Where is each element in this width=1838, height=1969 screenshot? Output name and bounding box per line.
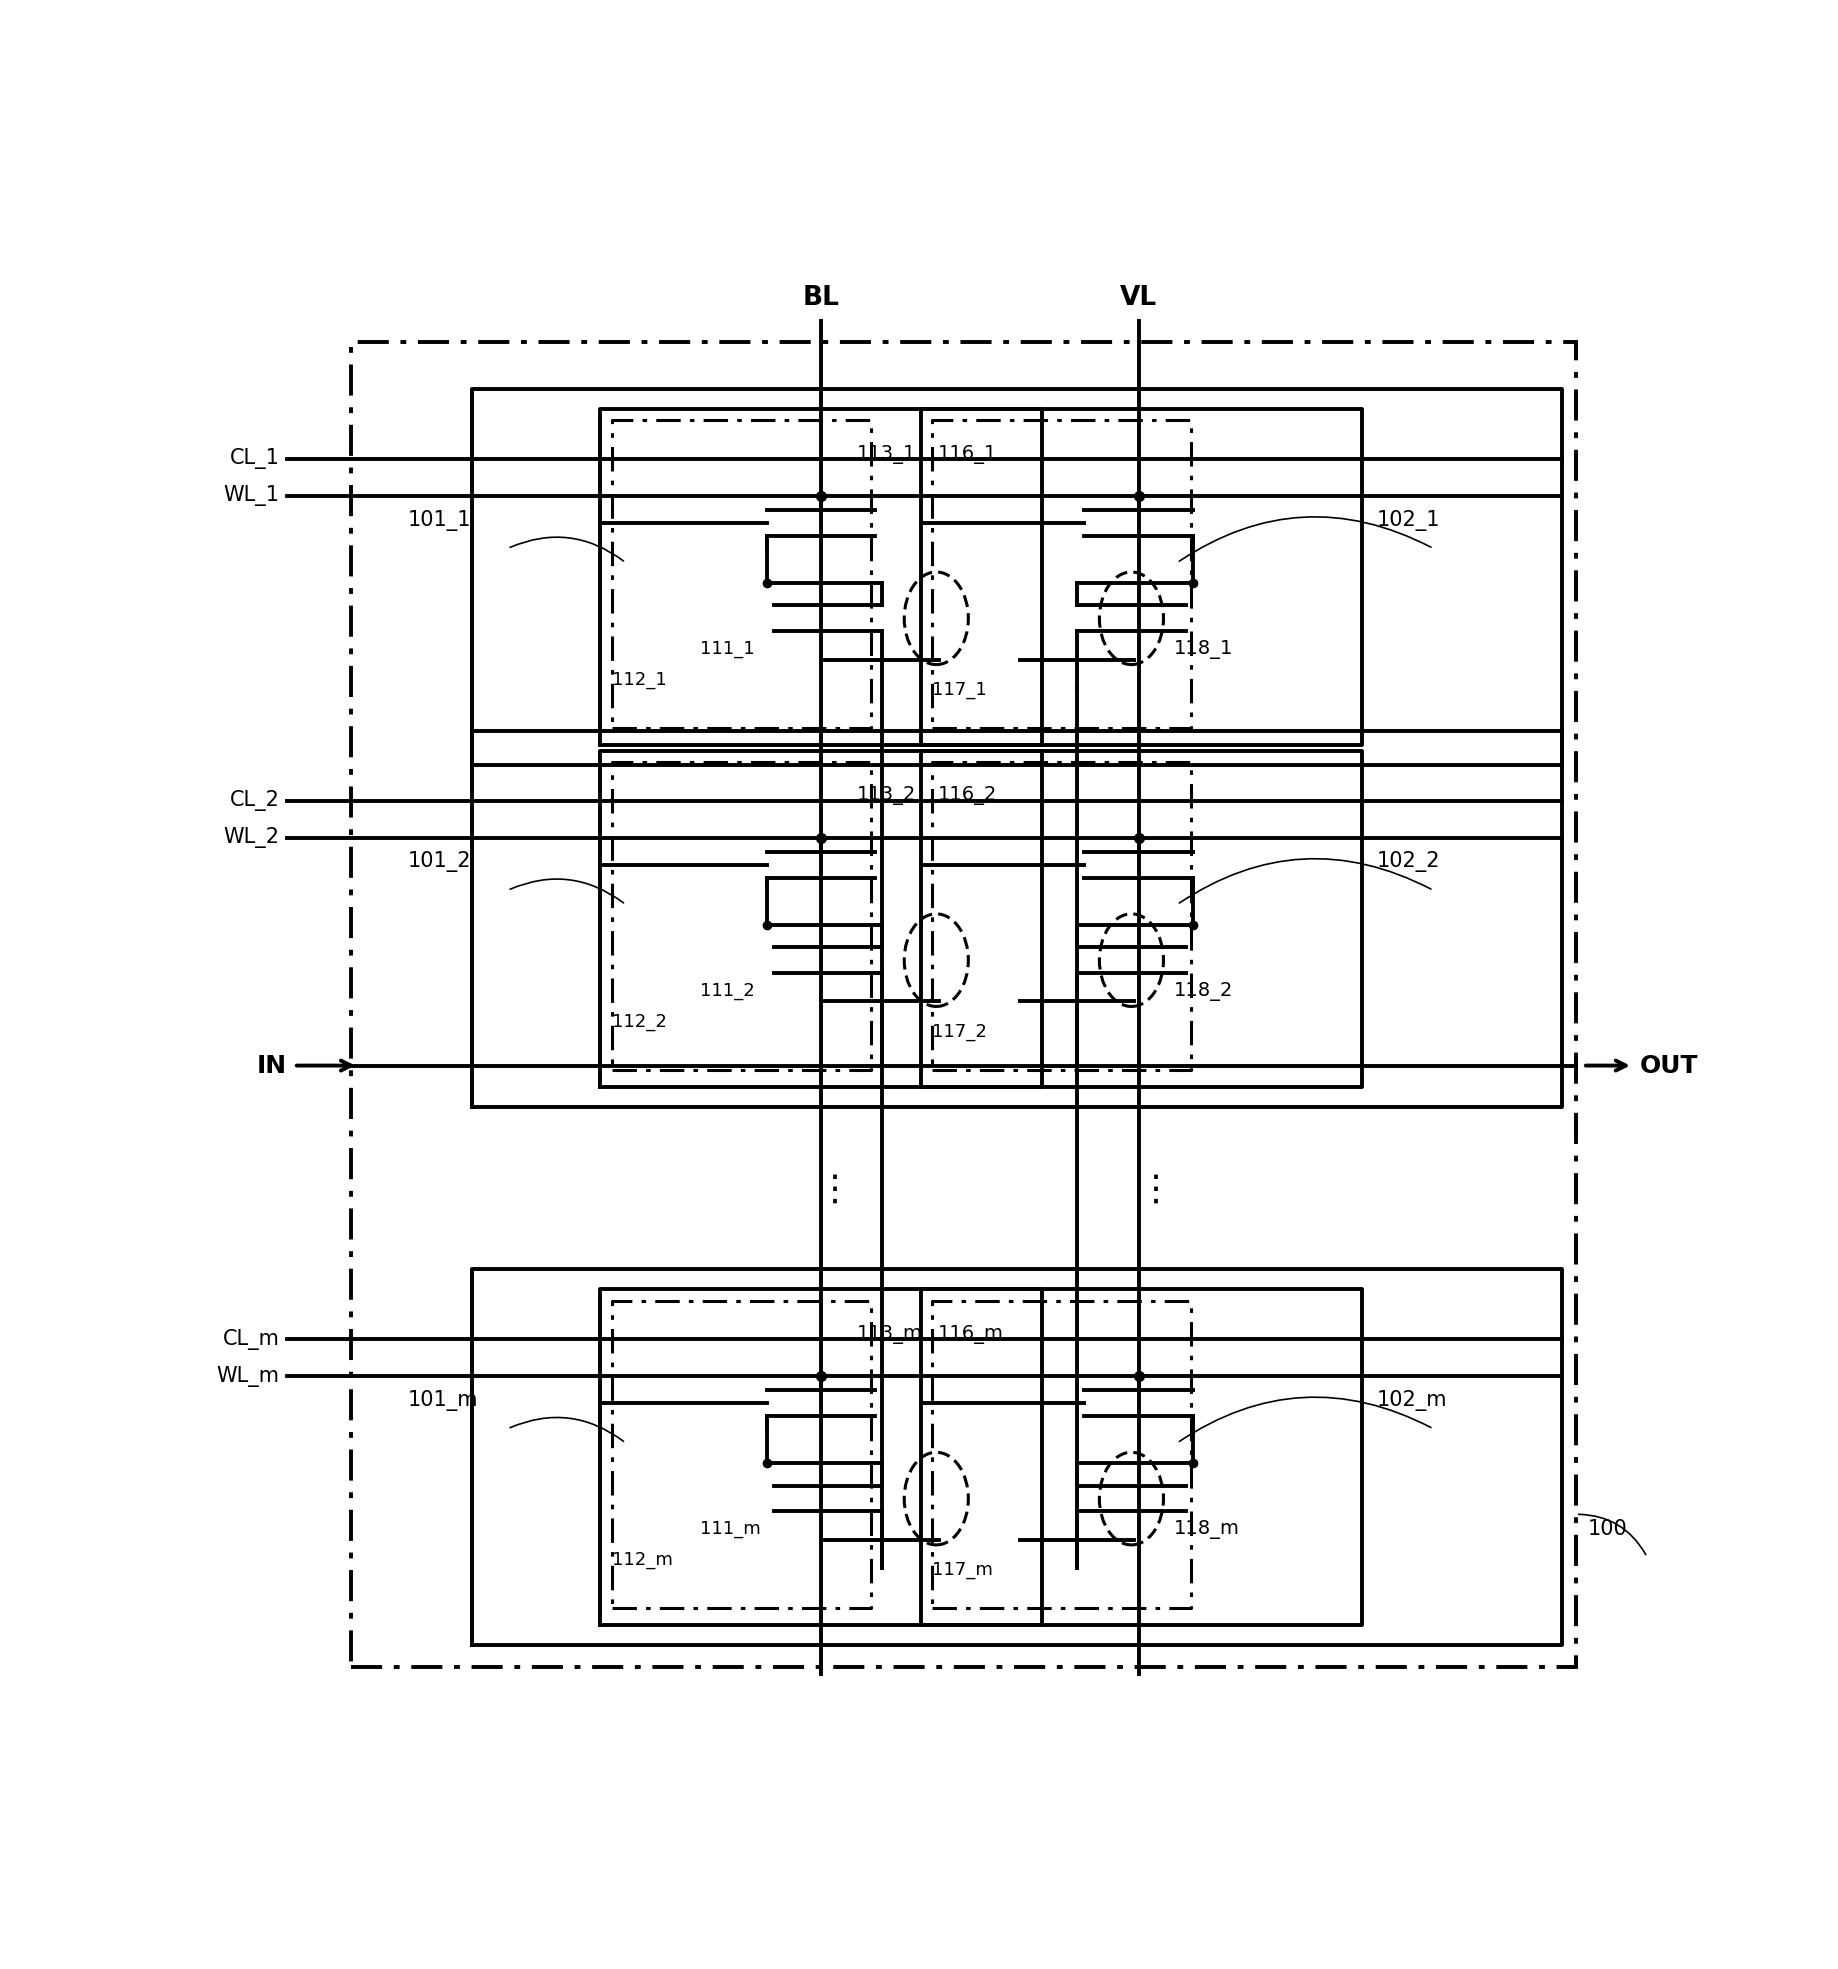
Text: 112_1: 112_1 — [612, 671, 665, 689]
Text: CL_2: CL_2 — [230, 790, 279, 811]
Text: 117_1: 117_1 — [932, 681, 987, 699]
Text: 102_m: 102_m — [1377, 1390, 1447, 1412]
Text: 111_2: 111_2 — [700, 981, 755, 1000]
Text: 101_2: 101_2 — [408, 851, 471, 872]
Text: 117_2: 117_2 — [932, 1022, 987, 1042]
Text: 117_m: 117_m — [932, 1561, 993, 1579]
Text: 116_m: 116_m — [937, 1325, 1004, 1343]
Text: 102_1: 102_1 — [1377, 510, 1439, 530]
Text: CL_1: CL_1 — [230, 449, 279, 469]
Text: 101_1: 101_1 — [408, 510, 471, 530]
Text: 111_m: 111_m — [700, 1520, 761, 1538]
Text: CL_m: CL_m — [222, 1329, 279, 1349]
Text: WL_1: WL_1 — [224, 484, 279, 506]
Text: BL: BL — [803, 286, 840, 311]
Text: 116_1: 116_1 — [937, 445, 996, 463]
Text: 116_2: 116_2 — [937, 786, 996, 805]
Text: 118_1: 118_1 — [1174, 640, 1233, 660]
Text: 113_2: 113_2 — [857, 786, 915, 805]
Text: 113_m: 113_m — [857, 1325, 923, 1343]
Text: WL_2: WL_2 — [224, 827, 279, 849]
Text: WL_m: WL_m — [217, 1366, 279, 1386]
Text: 100: 100 — [1588, 1518, 1627, 1538]
Text: 102_2: 102_2 — [1377, 851, 1439, 872]
Text: 112_m: 112_m — [612, 1552, 673, 1569]
Text: ⋮: ⋮ — [818, 1172, 853, 1207]
Text: ⋮: ⋮ — [1138, 1172, 1174, 1207]
Text: IN: IN — [257, 1053, 287, 1077]
Text: 113_1: 113_1 — [857, 445, 915, 463]
Text: OUT: OUT — [1639, 1053, 1698, 1077]
Text: 118_2: 118_2 — [1174, 981, 1233, 1000]
Text: VL: VL — [1119, 286, 1158, 311]
Text: 112_2: 112_2 — [612, 1012, 667, 1032]
Text: 118_m: 118_m — [1174, 1520, 1241, 1540]
Text: 101_m: 101_m — [408, 1390, 478, 1412]
Text: 111_1: 111_1 — [700, 640, 754, 658]
